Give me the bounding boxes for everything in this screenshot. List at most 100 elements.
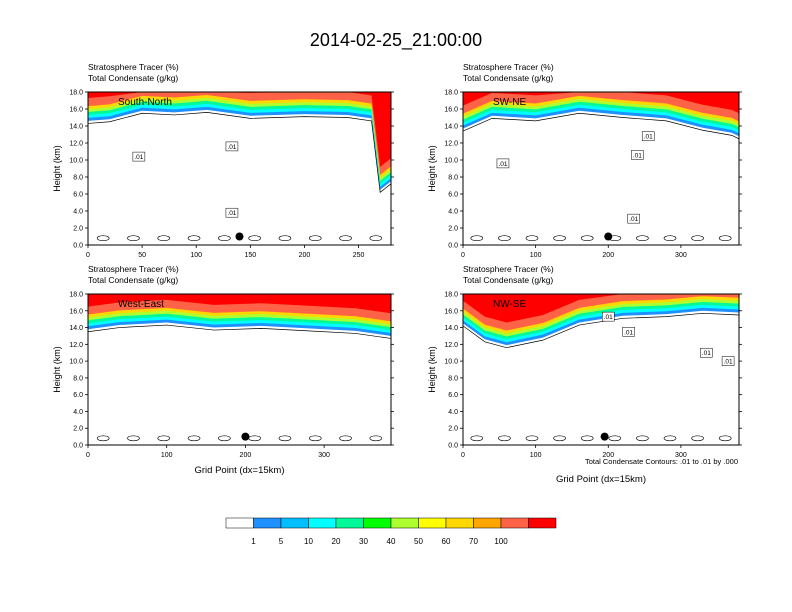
condensate-contour <box>608 435 622 442</box>
y-tick-label: 2.0 <box>73 226 83 233</box>
condensate-contour <box>218 435 231 442</box>
contour-label: .01 <box>132 151 146 162</box>
y-tick-label: 16.0 <box>444 107 458 114</box>
location-marker <box>241 432 250 441</box>
y-tick-label: 16.0 <box>444 308 458 315</box>
y-tick-label: 4.0 <box>73 209 83 216</box>
y-tick-label: 12.0 <box>69 141 83 148</box>
condensate-contour <box>278 235 292 241</box>
y-tick-label: 18.0 <box>69 292 83 299</box>
condensate-contour <box>636 435 649 442</box>
condensate-contour <box>127 235 140 241</box>
contour-label: .01 <box>225 207 239 218</box>
y-tick-label: 12.0 <box>444 141 458 148</box>
colorbar-label: 30 <box>359 537 368 546</box>
y-tick-label: 10.0 <box>69 158 83 165</box>
colorbar-swatch <box>253 517 282 529</box>
x-tick-label: 0 <box>86 252 90 259</box>
svg-text:.01: .01 <box>633 152 642 159</box>
x-tick-label: 0 <box>86 452 90 459</box>
location-marker <box>235 232 244 241</box>
colorbar-swatch <box>363 517 392 529</box>
contour-label: .01 <box>225 141 239 152</box>
y-tick-label: 16.0 <box>69 107 83 114</box>
y-tick-label: 10.0 <box>69 359 83 366</box>
colorbar-swatch <box>528 517 557 529</box>
x-tick-label: 300 <box>318 452 330 459</box>
contour-label: .01 <box>496 158 510 169</box>
y-tick-label: 0.0 <box>73 443 83 450</box>
colorbar-swatch <box>500 517 529 529</box>
x-tick-label: 300 <box>675 252 687 259</box>
condensate-contour <box>580 235 594 241</box>
contour-label: .01 <box>641 131 655 141</box>
condensate-contour <box>663 235 677 241</box>
y-tick-label: 14.0 <box>69 325 83 332</box>
svg-text:.01: .01 <box>227 144 236 151</box>
condensate-contour <box>580 435 594 442</box>
condensate-contour <box>96 435 110 442</box>
svg-text:.01: .01 <box>624 329 633 336</box>
y-tick-label: 18.0 <box>444 90 458 97</box>
panel-header-tracer: Stratosphere Tracer (%) <box>463 264 554 274</box>
condensate-contour <box>248 235 261 241</box>
x-tick-label: 200 <box>299 252 311 259</box>
plot-frame <box>462 91 740 246</box>
panel-header-condensate: Total Condensate (g/kg) <box>88 275 178 285</box>
plot-area <box>88 294 391 445</box>
contour-label: .01 <box>631 150 644 160</box>
colorbar-swatch <box>418 517 447 529</box>
condensate-contour <box>463 112 739 140</box>
svg-text:.01: .01 <box>134 154 143 161</box>
panel-header-condensate: Total Condensate (g/kg) <box>88 73 178 83</box>
y-axis-label: Height (km) <box>52 145 62 192</box>
panel-sw-ne: Stratosphere Tracer (%)Total Condensate … <box>427 62 742 259</box>
colorbar-swatch <box>280 517 309 529</box>
y-axis-label: Height (km) <box>427 145 437 192</box>
condensate-contour <box>525 435 539 442</box>
x-tick-label: 200 <box>240 452 252 459</box>
y-tick-label: 12.0 <box>69 342 83 349</box>
colorbar-swatch <box>225 517 254 529</box>
plot-background <box>88 92 391 245</box>
panel-south-north: Stratosphere Tracer (%)Total Condensate … <box>52 62 394 259</box>
colorbar-swatch <box>445 517 474 529</box>
condensate-contour <box>369 435 383 442</box>
y-tick-label: 14.0 <box>69 124 83 131</box>
condensate-contour <box>369 235 383 241</box>
tracer-band-max <box>463 294 739 323</box>
plot-frame <box>87 293 392 446</box>
condensate-contour <box>96 235 110 241</box>
condensate-contour <box>463 312 739 349</box>
colorbar-label: 20 <box>332 537 341 546</box>
condensate-contour <box>308 435 322 442</box>
y-axis-label: Height (km) <box>52 346 62 393</box>
y-tick-label: 6.0 <box>448 192 458 199</box>
location-marker <box>604 232 613 241</box>
panel-label: South-North <box>118 97 172 108</box>
svg-text:.01: .01 <box>702 350 711 357</box>
contour-label: .01 <box>700 347 713 358</box>
y-tick-label: 6.0 <box>73 192 83 199</box>
panel-header-condensate: Total Condensate (g/kg) <box>463 73 553 83</box>
panel-label: SW-NE <box>493 97 526 108</box>
y-tick-label: 8.0 <box>73 375 83 382</box>
svg-text:.01: .01 <box>644 134 653 141</box>
svg-text:.01: .01 <box>629 216 638 223</box>
y-tick-label: 14.0 <box>444 124 458 131</box>
y-tick-label: 18.0 <box>444 292 458 299</box>
x-axis-label: Grid Point (dx=15km) <box>556 474 646 485</box>
tracer-band <box>463 92 739 122</box>
tracer-band-max <box>88 294 391 314</box>
y-tick-label: 0.0 <box>73 243 83 250</box>
y-tick-label: 0.0 <box>448 243 458 250</box>
panel-header-tracer: Stratosphere Tracer (%) <box>88 264 179 274</box>
colorbar-swatch <box>308 517 337 529</box>
x-tick-label: 100 <box>190 252 202 259</box>
y-tick-label: 2.0 <box>73 426 83 433</box>
condensate-contour <box>187 235 201 241</box>
y-tick-label: 6.0 <box>448 392 458 399</box>
contour-label: .01 <box>627 213 640 224</box>
condensate-contour <box>187 435 201 442</box>
